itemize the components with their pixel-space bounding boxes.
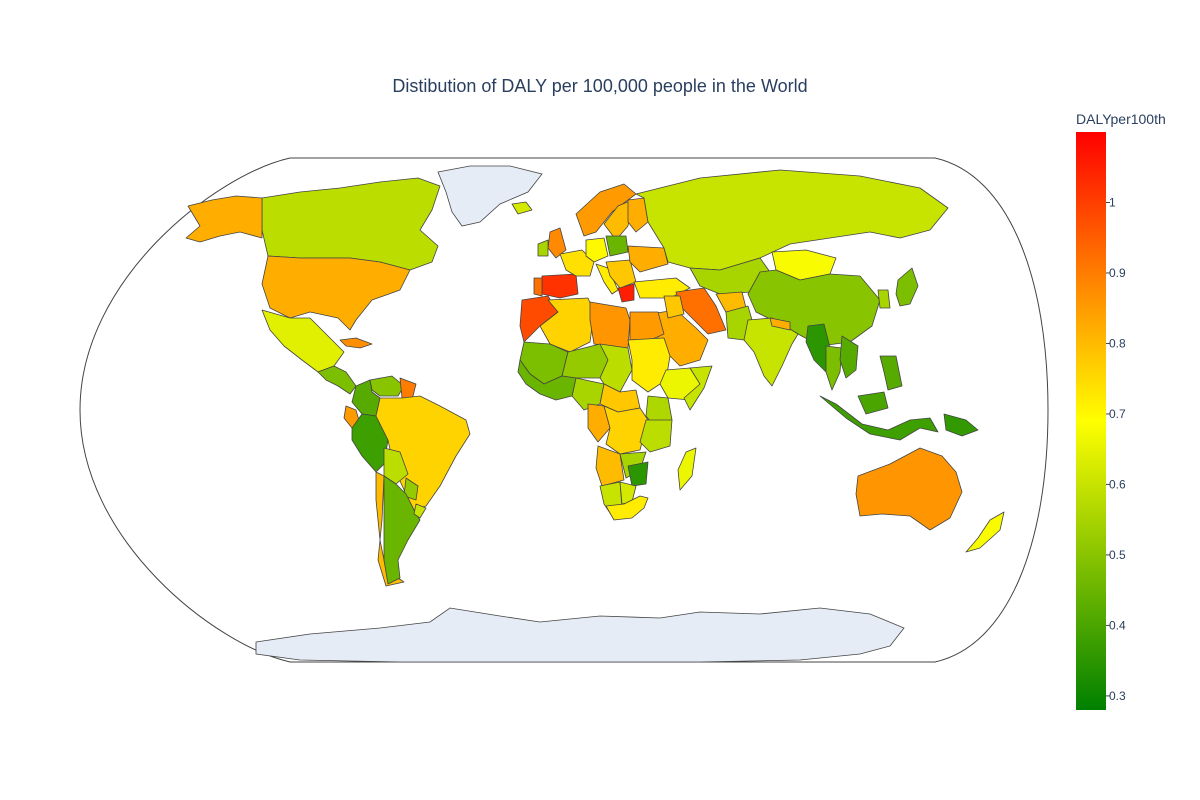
- country-germany[interactable]: Germany: 0.7: [585, 237, 609, 263]
- country-ukraine[interactable]: Ukraine: 0.82: [627, 245, 669, 273]
- country-tanzania[interactable]: Tanzania: 0.58: [639, 419, 673, 453]
- country-australia[interactable]: Australia: 0.86: [855, 447, 963, 531]
- colorbar-ticks: 1 0.9 0.8 0.7 0.6 0.5 0.4 0.3: [1106, 195, 1126, 703]
- country-argentina[interactable]: Argentina: 0.45: [383, 475, 421, 585]
- country-malaysia[interactable]: Malaysia: 0.4: [857, 391, 889, 415]
- colorbar-gradient: [1076, 132, 1106, 710]
- colorbar-tick-label: 0.8: [1109, 336, 1126, 350]
- country-russia[interactable]: Russia: 0.6: [635, 169, 949, 271]
- colorbar-tick-label: 0.3: [1109, 689, 1126, 703]
- country-libya[interactable]: Libya: 0.86: [589, 301, 631, 349]
- country-spain[interactable]: Spain: 1.02: [541, 273, 579, 299]
- colorbar-tick-label: 1: [1109, 195, 1116, 209]
- country-philippines[interactable]: Philippines: 0.42: [879, 355, 903, 391]
- country-greece[interactable]: Greece: 1.05: [617, 283, 635, 303]
- chart-title: Distibution of DALY per 100,000 people i…: [392, 76, 807, 96]
- country-cuba[interactable]: Cuba: 0.87: [339, 337, 373, 349]
- colorbar-tick-label: 0.4: [1109, 618, 1126, 632]
- country-united-states[interactable]: United States: 0.82: [261, 255, 411, 331]
- country-italy[interactable]: Italy: 0.72: [595, 263, 619, 295]
- country-paraguay[interactable]: Paraguay: 0.52: [403, 477, 419, 501]
- country-bolivia[interactable]: Bolivia: 0.58: [383, 447, 409, 485]
- colorbar-tick-label: 0.6: [1109, 477, 1126, 491]
- country-west-africa-coast[interactable]: West Africa coast: 0.45: [517, 359, 577, 401]
- country-iraq[interactable]: Iraq: 0.78: [663, 295, 685, 319]
- colorbar-tick-label: 0.9: [1109, 266, 1126, 280]
- country-finland[interactable]: Finland: 0.82: [627, 197, 649, 233]
- colorbar-tick-label: 0.5: [1109, 548, 1126, 562]
- country-france[interactable]: France: 0.74: [559, 249, 595, 277]
- country-layer: Canada: 0.58Alaska (USA): 0.82United Sta…: [185, 165, 1005, 663]
- country-greenland[interactable]: Greenland: [437, 165, 543, 227]
- country-nepal[interactable]: Nepal: 0.82: [769, 317, 791, 331]
- country-sudan[interactable]: Sudan: 0.72: [627, 337, 671, 393]
- country-ireland[interactable]: Ireland: 0.55: [537, 239, 549, 257]
- country-chile[interactable]: Chile: 0.8: [375, 471, 405, 587]
- colorbar: DALYper100th 1 0.9 0.8 0.7 0.6 0.5 0.4 0.3: [1076, 111, 1166, 710]
- country-japan[interactable]: Japan: 0.48: [895, 267, 919, 307]
- country-korea[interactable]: Korea: 0.55: [877, 289, 891, 309]
- country-madagascar[interactable]: Madagascar: 0.66: [677, 447, 697, 491]
- country-new-zealand[interactable]: New Zealand: 0.68: [965, 511, 1005, 553]
- colorbar-tick-label: 0.7: [1109, 407, 1126, 421]
- country-china[interactable]: China: 0.5: [747, 269, 881, 347]
- colorbar-title: DALYper100th: [1076, 111, 1166, 127]
- country-thailand[interactable]: Thailand: 0.48: [825, 345, 843, 391]
- country-dr-congo[interactable]: DR Congo: 0.76: [603, 405, 649, 455]
- country-indonesia[interactable]: Indonesia: 0.38: [819, 395, 939, 441]
- country-zimbabwe[interactable]: Zimbabwe: 0.35: [627, 461, 649, 487]
- country-poland[interactable]: Poland: 0.45: [605, 235, 629, 257]
- country-balkans[interactable]: Balkans: 0.78: [605, 259, 637, 289]
- country-antarctica[interactable]: Antarctica: [255, 607, 905, 663]
- country-somalia[interactable]: Somalia: 0.6: [683, 365, 713, 411]
- country-papua-new-guinea[interactable]: Papua New Guinea: 0.36: [943, 413, 979, 437]
- country-egypt[interactable]: Egypt: 0.85: [629, 311, 665, 343]
- country-south-africa[interactable]: South Africa: 0.72: [605, 495, 649, 521]
- country-portugal[interactable]: Portugal: 0.92: [533, 277, 543, 297]
- country-gabon-congo[interactable]: Gabon/Congo: 0.82: [587, 403, 611, 443]
- country-iceland[interactable]: Iceland: 0.62: [511, 201, 533, 215]
- country-alaska-usa[interactable]: Alaska (USA): 0.82: [185, 195, 263, 243]
- country-uruguay[interactable]: Uruguay: 0.6: [413, 503, 427, 519]
- country-central-america[interactable]: Central America: 0.48: [317, 365, 357, 395]
- country-vietnam[interactable]: Vietnam: 0.42: [839, 335, 859, 379]
